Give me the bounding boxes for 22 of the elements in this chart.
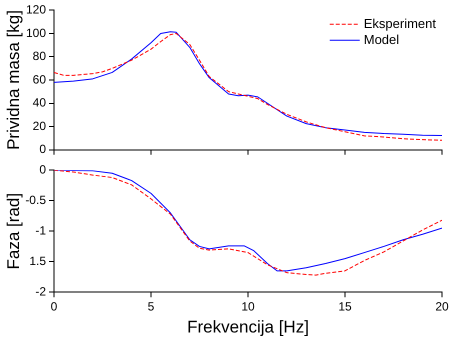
y-tick-label: 100 bbox=[26, 26, 46, 40]
y-axis-title: Faza [rad] bbox=[4, 192, 23, 270]
y-tick-label: 20 bbox=[32, 118, 46, 133]
legend-label: Eksperiment bbox=[364, 16, 436, 31]
y-tick-label: 80 bbox=[32, 49, 46, 64]
x-tick-label: 10 bbox=[241, 300, 255, 314]
y-tick-label: -0.5 bbox=[25, 193, 46, 208]
y-tick-label: -1 bbox=[35, 224, 46, 238]
x-tick-label: 5 bbox=[148, 300, 155, 314]
y-tick-label: 60 bbox=[32, 72, 46, 86]
x-axis-title: Frekvencija [Hz] bbox=[187, 317, 309, 336]
y-axis-title: Prividna masa [kg] bbox=[4, 10, 23, 150]
y-tick-label: 1.5 bbox=[29, 254, 46, 268]
y-tick-label: 0 bbox=[39, 162, 46, 177]
legend-label: Model bbox=[364, 32, 400, 47]
x-tick-label: 0 bbox=[50, 300, 58, 314]
y-tick-label: 120 bbox=[26, 2, 46, 17]
y-tick-label: 40 bbox=[32, 96, 46, 110]
x-tick-label: 15 bbox=[338, 300, 352, 314]
y-tick-label: -2 bbox=[35, 284, 46, 299]
y-tick-label: 0 bbox=[39, 142, 46, 156]
x-tick-label: 20 bbox=[435, 300, 449, 314]
